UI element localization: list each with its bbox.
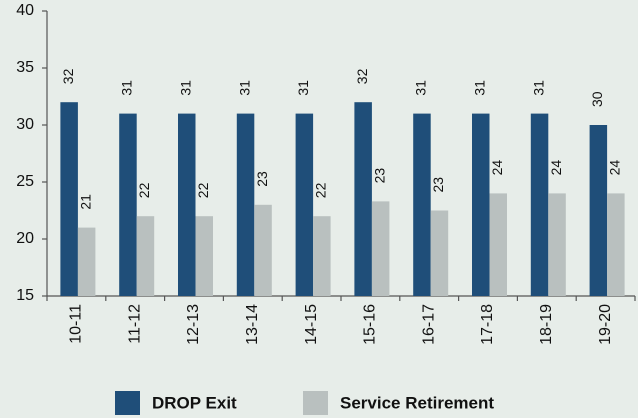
x-tick-label: 10-11 [68,304,85,344]
bar [489,193,507,296]
x-tick-label: 13-14 [244,304,261,345]
y-tick-label: 35 [16,59,34,76]
bar [430,210,449,296]
x-tick-label: 14-15 [303,304,320,345]
y-tick-label: 25 [16,173,34,190]
bar [371,201,390,296]
data-label: 31 [413,80,429,96]
bar [236,113,255,296]
bar [77,227,96,296]
data-label: 32 [354,68,370,84]
bar [548,193,566,296]
bar [607,193,625,296]
x-tick-label: 16-17 [420,304,437,345]
bar [195,216,213,296]
bar [119,113,137,296]
data-label: 31 [530,80,546,96]
y-tick-label: 20 [16,230,34,247]
legend-swatch [115,391,140,415]
data-label: 23 [254,171,270,187]
data-label: 31 [471,80,487,96]
bar [295,113,314,296]
bar [413,113,431,296]
x-tick-label: 12-13 [185,304,202,345]
x-tick-label: 19-20 [597,304,614,345]
data-label: 32 [60,68,76,84]
data-label: 22 [136,182,152,198]
y-tick-label: 40 [16,2,34,19]
data-label: 31 [177,80,193,96]
bar [354,102,372,296]
bar [178,113,196,296]
data-label: 31 [295,80,311,96]
data-label: 31 [236,80,252,96]
bar [136,216,155,296]
x-tick-label: 18-19 [538,304,555,345]
bar [472,113,490,296]
bar [530,113,549,296]
x-tick-label: 11-12 [126,304,143,344]
y-tick-label: 15 [16,287,34,304]
data-label: 24 [607,160,623,176]
data-label: 31 [119,80,135,96]
data-label: 23 [430,177,446,193]
data-label: 30 [589,91,605,107]
data-label: 24 [489,160,505,176]
bar [60,102,78,296]
bar [589,125,608,296]
data-label: 23 [371,168,387,184]
data-label: 22 [313,182,329,198]
x-tick-label: 15-16 [362,304,379,345]
legend-label: Service Retirement [340,393,494,412]
x-tick-label: 17-18 [479,304,496,345]
bar [254,204,272,296]
y-tick-label: 30 [16,116,34,133]
legend-swatch [303,391,328,415]
legend-label: DROP Exit [152,393,237,412]
bar [313,216,331,296]
data-label: 22 [195,182,211,198]
data-label: 24 [548,160,564,176]
data-label: 21 [77,194,93,210]
